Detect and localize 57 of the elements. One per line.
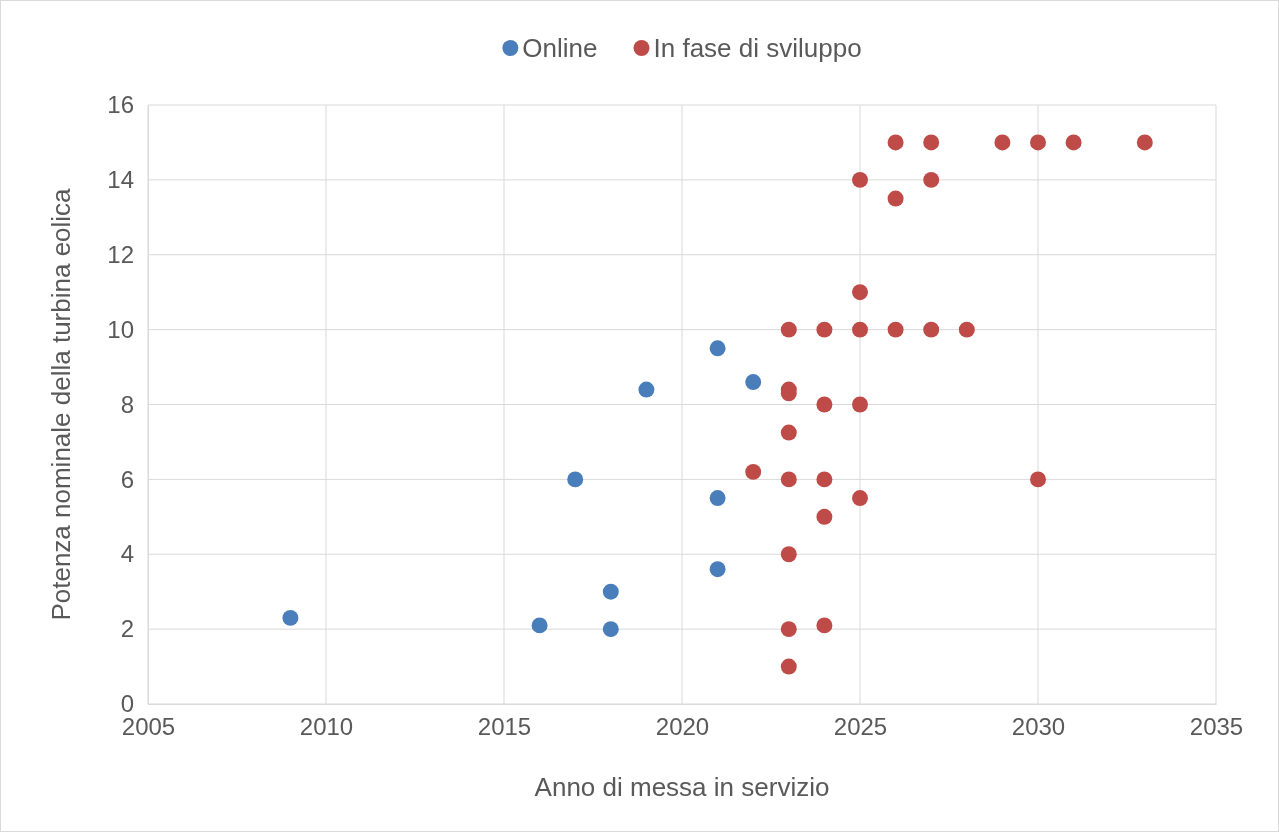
- y-tick-label: 4: [120, 540, 134, 568]
- point: [780, 658, 797, 675]
- x-tick-label: 2025: [833, 713, 888, 741]
- point: [780, 546, 797, 563]
- point: [780, 424, 797, 441]
- point: [1030, 471, 1046, 488]
- point: [923, 134, 940, 151]
- point: [887, 321, 904, 338]
- point: [780, 321, 797, 338]
- y-tick-label: 14: [107, 166, 134, 194]
- point: [852, 396, 868, 413]
- point: [602, 583, 619, 600]
- point: [567, 471, 584, 488]
- point: [282, 609, 299, 626]
- point: [745, 374, 762, 390]
- point: [816, 617, 833, 634]
- point: [887, 134, 904, 151]
- point: [709, 490, 726, 507]
- legend-label: Online: [522, 33, 598, 63]
- point: [816, 471, 833, 488]
- legend-label: In fase di sviluppo: [653, 33, 862, 63]
- point: [745, 463, 762, 480]
- y-tick-label: 2: [120, 615, 134, 643]
- point: [852, 284, 868, 301]
- x-tick-label: 2035: [1189, 713, 1244, 741]
- point: [923, 171, 940, 188]
- y-axis-title: Potenza nominale della turbina eolica: [46, 187, 76, 621]
- y-tick-label: 10: [107, 315, 134, 343]
- point: [602, 621, 619, 638]
- point: [638, 381, 655, 398]
- x-tick-label: 2010: [299, 713, 354, 741]
- point: [994, 134, 1011, 151]
- point: [709, 340, 726, 357]
- x-tick-label: 2015: [477, 713, 532, 741]
- point: [816, 321, 833, 338]
- point: [816, 396, 833, 413]
- point: [852, 490, 868, 507]
- point: [923, 321, 940, 338]
- y-tick-label: 12: [107, 240, 134, 268]
- point: [531, 617, 548, 634]
- point: [852, 171, 868, 188]
- point: [958, 321, 975, 338]
- point: [887, 190, 904, 207]
- point: [816, 508, 833, 525]
- y-tick-label: 16: [107, 91, 134, 119]
- point: [1030, 134, 1046, 151]
- x-tick-label: 2030: [1011, 713, 1066, 741]
- y-tick-label: 6: [120, 465, 134, 493]
- point: [709, 561, 726, 578]
- x-axis-title: Anno di messa in servizio: [534, 772, 830, 802]
- point: [1136, 134, 1153, 151]
- point: [780, 471, 797, 488]
- point: [780, 621, 797, 638]
- y-tick-label: 8: [120, 390, 134, 418]
- x-tick-label: 2020: [655, 713, 710, 741]
- point: [852, 321, 868, 338]
- point: [1065, 134, 1082, 151]
